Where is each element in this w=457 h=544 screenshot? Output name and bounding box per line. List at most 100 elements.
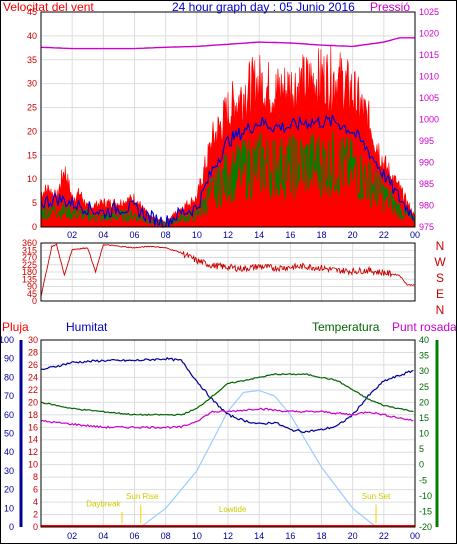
x-tick-label: 10 xyxy=(192,531,202,541)
temperature-tick-label: 20 xyxy=(419,397,429,407)
x-tick-label: 18 xyxy=(316,230,326,240)
humidity-tick-label: 20 xyxy=(4,485,14,495)
temperature-tick-label: -5 xyxy=(419,475,427,485)
daybreak-label: Daybreak xyxy=(86,499,121,508)
temperature-tick-label: 40 xyxy=(419,335,429,345)
x-tick-label: 04 xyxy=(98,230,108,240)
pressure-tick-label: 975 xyxy=(419,222,434,232)
temperature-tick-label: 35 xyxy=(419,351,429,361)
rain-tick-label: 26 xyxy=(28,360,38,370)
x-tick-label: 02 xyxy=(67,230,77,240)
direction-tick-label: 360 xyxy=(22,238,37,248)
direction-tick-label: 315 xyxy=(22,245,37,255)
temperature-tick-label: -15 xyxy=(419,506,432,516)
x-tick-label: 14 xyxy=(254,531,264,541)
pressure-tick-label: 1025 xyxy=(419,7,439,17)
compass-n-label: N xyxy=(436,239,445,253)
rain-tick-label: 0 xyxy=(33,522,38,532)
wind-average-series xyxy=(40,114,414,228)
rain-tick-label: 6 xyxy=(33,485,38,495)
rain-tick-label: 10 xyxy=(28,460,38,470)
pressure-tick-label: 990 xyxy=(419,158,434,168)
x-tick-label: 08 xyxy=(161,230,171,240)
rain-tick-label: 4 xyxy=(33,497,38,507)
compass-s-label: S xyxy=(436,271,444,285)
rain-tick-label: 8 xyxy=(33,472,38,482)
x-tick-label: 04 xyxy=(98,531,108,541)
rain-label: Pluja xyxy=(2,320,29,334)
dewpoint-label: Punt rosada xyxy=(392,320,457,334)
wind-tick-label: 30 xyxy=(27,79,37,89)
pressure-tick-label: 1000 xyxy=(419,115,439,125)
temperature-tick-label: -20 xyxy=(419,522,432,532)
wind-tick-label: 15 xyxy=(27,150,37,160)
pressure-tick-label: 980 xyxy=(419,201,434,211)
direction-tick-label: 135 xyxy=(22,274,37,284)
x-tick-label: 00 xyxy=(410,230,420,240)
x-tick-label: 00 xyxy=(410,531,420,541)
solar-series xyxy=(140,389,375,528)
panel-wind-frame xyxy=(40,11,416,228)
pressure-tick-label: 985 xyxy=(419,179,434,189)
rain-tick-label: 14 xyxy=(28,435,38,445)
humidity-tick-label: 100 xyxy=(0,335,14,345)
rain-tick-label: 22 xyxy=(28,385,38,395)
wind-label: Velocitat del vent xyxy=(3,0,94,14)
direction-tick-label: 270 xyxy=(22,253,37,263)
humidity-tick-label: 0 xyxy=(9,522,14,532)
pressure-tick-label: 1015 xyxy=(419,50,439,60)
panel-rain-frame xyxy=(40,339,416,528)
sunset-label: Sun Set xyxy=(362,492,391,501)
rain-tick-label: 16 xyxy=(28,422,38,432)
temperature-series xyxy=(40,373,414,417)
humidity-label: Humitat xyxy=(66,320,108,334)
rain-tick-label: 2 xyxy=(33,510,38,520)
humidity-tick-label: 30 xyxy=(4,466,14,476)
x-tick-label: 16 xyxy=(285,531,295,541)
x-tick-label: 02 xyxy=(67,531,77,541)
pressure-series xyxy=(40,37,415,50)
pressure-tick-label: 1005 xyxy=(419,93,439,103)
compass-e-label: E xyxy=(436,287,444,301)
lowtide-label: Lowtide xyxy=(219,505,247,514)
dewpoint-series xyxy=(40,407,414,429)
sunrise-label: Sun Rise xyxy=(126,492,159,501)
humidity-tick-label: 50 xyxy=(4,429,14,439)
direction-tick-label: 0 xyxy=(32,296,37,306)
temperature-tick-label: 25 xyxy=(419,382,429,392)
page-title: 24 hour graph day : 05 Junio 2016 xyxy=(172,0,355,14)
rain-tick-label: 18 xyxy=(28,410,38,420)
x-tick-label: 22 xyxy=(379,230,389,240)
wind-tick-label: 45 xyxy=(27,7,37,17)
x-tick-label: 06 xyxy=(129,230,139,240)
temperature-tick-label: 5 xyxy=(419,444,424,454)
humidity-tick-label: 40 xyxy=(4,447,14,457)
rain-tick-label: 24 xyxy=(28,372,38,382)
rain-tick-label: 30 xyxy=(28,335,38,345)
wind-tick-label: 25 xyxy=(27,103,37,113)
temperature-tick-label: 30 xyxy=(419,366,429,376)
x-tick-label: 14 xyxy=(254,230,264,240)
humidity-tick-label: 70 xyxy=(4,391,14,401)
panel-direction-frame xyxy=(40,242,416,302)
wind-tick-label: 40 xyxy=(27,31,37,41)
wind-tick-label: 0 xyxy=(32,222,37,232)
pressure-tick-label: 1010 xyxy=(419,72,439,82)
x-tick-label: 10 xyxy=(192,230,202,240)
x-tick-label: 12 xyxy=(223,230,233,240)
compass-w-label: W xyxy=(434,255,446,269)
wind-tick-label: 20 xyxy=(27,126,37,136)
rain-tick-label: 12 xyxy=(28,447,38,457)
compass-n2-label: N xyxy=(436,303,445,317)
x-tick-label: 06 xyxy=(129,531,139,541)
x-tick-label: 08 xyxy=(161,531,171,541)
x-tick-label: 22 xyxy=(379,531,389,541)
temperature-tick-label: 15 xyxy=(419,413,429,423)
direction-tick-label: 90 xyxy=(27,282,37,292)
rain-tick-label: 28 xyxy=(28,347,38,357)
x-tick-label: 12 xyxy=(223,531,233,541)
wind-tick-label: 35 xyxy=(27,55,37,65)
humidity-series xyxy=(40,356,414,434)
